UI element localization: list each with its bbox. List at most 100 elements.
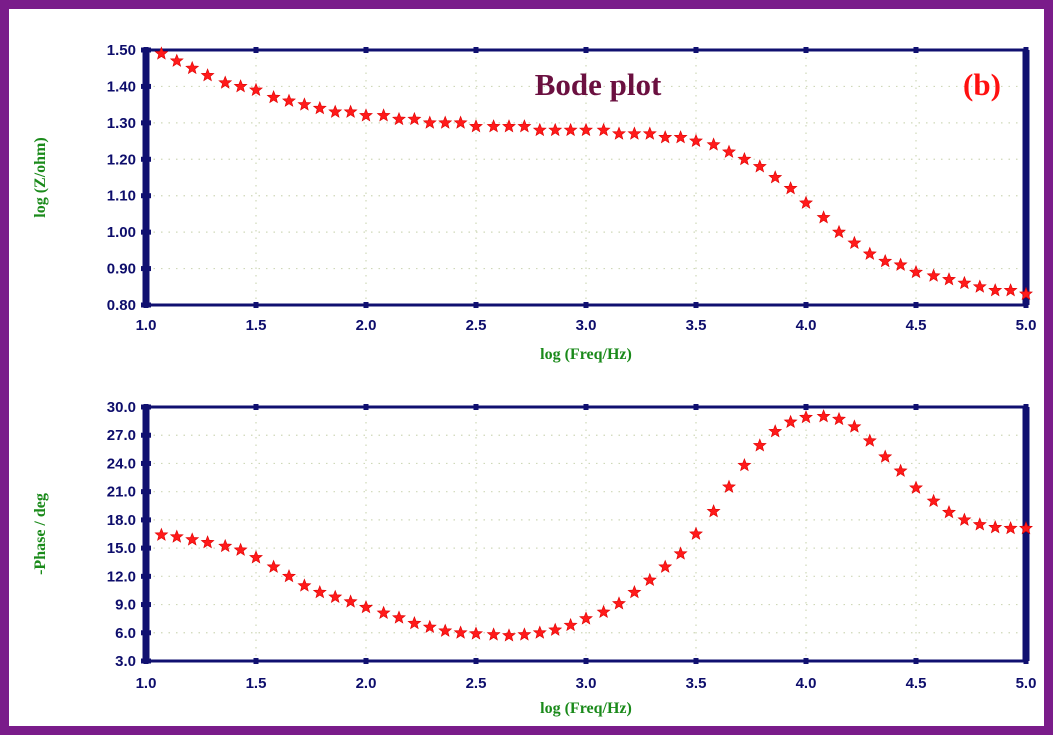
data-point xyxy=(200,535,215,549)
x-tick-label: 2.0 xyxy=(356,317,377,334)
y-axis-label: log (Z/ohm) xyxy=(32,137,49,217)
data-point xyxy=(502,628,516,642)
x-tick-mark xyxy=(1023,658,1029,664)
panel-label: (b) xyxy=(963,67,1001,102)
data-point xyxy=(612,126,626,140)
data-point xyxy=(486,627,501,641)
data-point xyxy=(627,585,642,599)
data-point xyxy=(926,268,941,282)
data-point xyxy=(957,512,972,526)
data-point xyxy=(816,409,831,423)
data-point xyxy=(1003,521,1018,535)
data-point xyxy=(453,625,468,639)
data-point xyxy=(376,108,391,122)
data-point xyxy=(1019,286,1033,301)
x-tick-label: 4.0 xyxy=(796,317,817,334)
data-point xyxy=(596,122,611,137)
data-point xyxy=(407,111,422,126)
x-tick-mark-top xyxy=(913,47,919,53)
data-point xyxy=(832,411,846,426)
data-point xyxy=(737,151,752,166)
x-tick-mark xyxy=(253,302,259,308)
y-tick-mark xyxy=(141,156,151,162)
data-point xyxy=(722,479,736,493)
data-point xyxy=(532,122,547,137)
y-tick-mark xyxy=(141,302,151,308)
y-tick-mark xyxy=(141,120,151,126)
data-point xyxy=(1019,521,1033,535)
data-point xyxy=(972,279,987,293)
x-tick-label: 4.5 xyxy=(906,675,927,692)
data-point xyxy=(249,550,263,564)
data-point xyxy=(926,493,941,508)
data-point xyxy=(185,532,200,546)
y-tick-mark xyxy=(141,573,151,579)
data-point xyxy=(438,623,453,637)
data-point xyxy=(988,283,1003,297)
x-axis-label: log (Freq/Hz) xyxy=(540,346,632,363)
x-tick-mark-top xyxy=(693,47,699,53)
data-point xyxy=(502,119,516,133)
y-tick-mark xyxy=(141,460,151,466)
data-point xyxy=(233,79,248,93)
data-point xyxy=(752,438,767,452)
y-tick-label: 30.0 xyxy=(107,399,136,416)
y-tick-mark xyxy=(141,545,151,551)
data-point xyxy=(185,60,200,75)
y-tick-label: 1.30 xyxy=(107,115,136,132)
x-tick-mark-top xyxy=(803,404,809,410)
data-point xyxy=(832,224,846,239)
x-tick-label: 2.5 xyxy=(466,317,487,334)
x-tick-mark xyxy=(803,302,809,308)
y-tick-mark xyxy=(141,266,151,272)
y-tick-label: 1.10 xyxy=(107,188,136,205)
y-tick-mark xyxy=(141,229,151,235)
y-tick-label: 0.80 xyxy=(107,297,136,314)
data-point xyxy=(909,264,923,279)
data-point xyxy=(200,68,215,82)
y-tick-label: 6.0 xyxy=(115,625,136,642)
x-tick-label: 3.0 xyxy=(576,675,597,692)
data-point xyxy=(627,126,642,140)
data-point xyxy=(799,195,813,209)
data-point xyxy=(376,605,391,619)
x-tick-label: 3.5 xyxy=(686,317,707,334)
y-axis-label: -Phase / deg xyxy=(32,493,49,575)
data-point xyxy=(218,75,233,89)
data-point xyxy=(297,578,312,592)
data-point xyxy=(942,272,956,286)
x-tick-label: 4.5 xyxy=(906,317,927,334)
y-tick-mark xyxy=(141,489,151,495)
y-tick-mark xyxy=(141,404,151,410)
data-point xyxy=(328,104,343,118)
x-tick-mark-top xyxy=(1023,404,1029,410)
y-tick-mark xyxy=(141,630,151,636)
x-tick-mark-top xyxy=(1023,47,1029,53)
data-point xyxy=(486,119,501,133)
x-tick-mark-top xyxy=(253,47,259,53)
data-point xyxy=(642,126,657,140)
data-point xyxy=(392,610,406,624)
x-tick-label: 1.5 xyxy=(246,675,267,692)
data-point xyxy=(957,275,972,290)
x-tick-label: 1.0 xyxy=(136,317,157,334)
y-tick-mark xyxy=(141,432,151,438)
data-point xyxy=(942,505,956,519)
x-tick-label: 5.0 xyxy=(1016,675,1037,692)
data-point xyxy=(266,90,281,104)
data-point xyxy=(282,93,296,107)
data-point xyxy=(266,559,281,573)
data-point xyxy=(909,480,923,494)
chart-title: Bode plot xyxy=(535,67,662,102)
y-tick-label: 1.00 xyxy=(107,224,136,241)
y-tick-label: 1.50 xyxy=(107,42,136,59)
x-tick-label: 5.0 xyxy=(1016,317,1037,334)
data-point xyxy=(392,111,406,126)
x-tick-mark xyxy=(583,302,589,308)
y-tick-label: 18.0 xyxy=(107,512,136,529)
data-point xyxy=(768,170,783,184)
data-point xyxy=(328,589,343,603)
x-tick-mark-top xyxy=(363,404,369,410)
data-point xyxy=(469,119,483,133)
data-point xyxy=(312,585,327,599)
